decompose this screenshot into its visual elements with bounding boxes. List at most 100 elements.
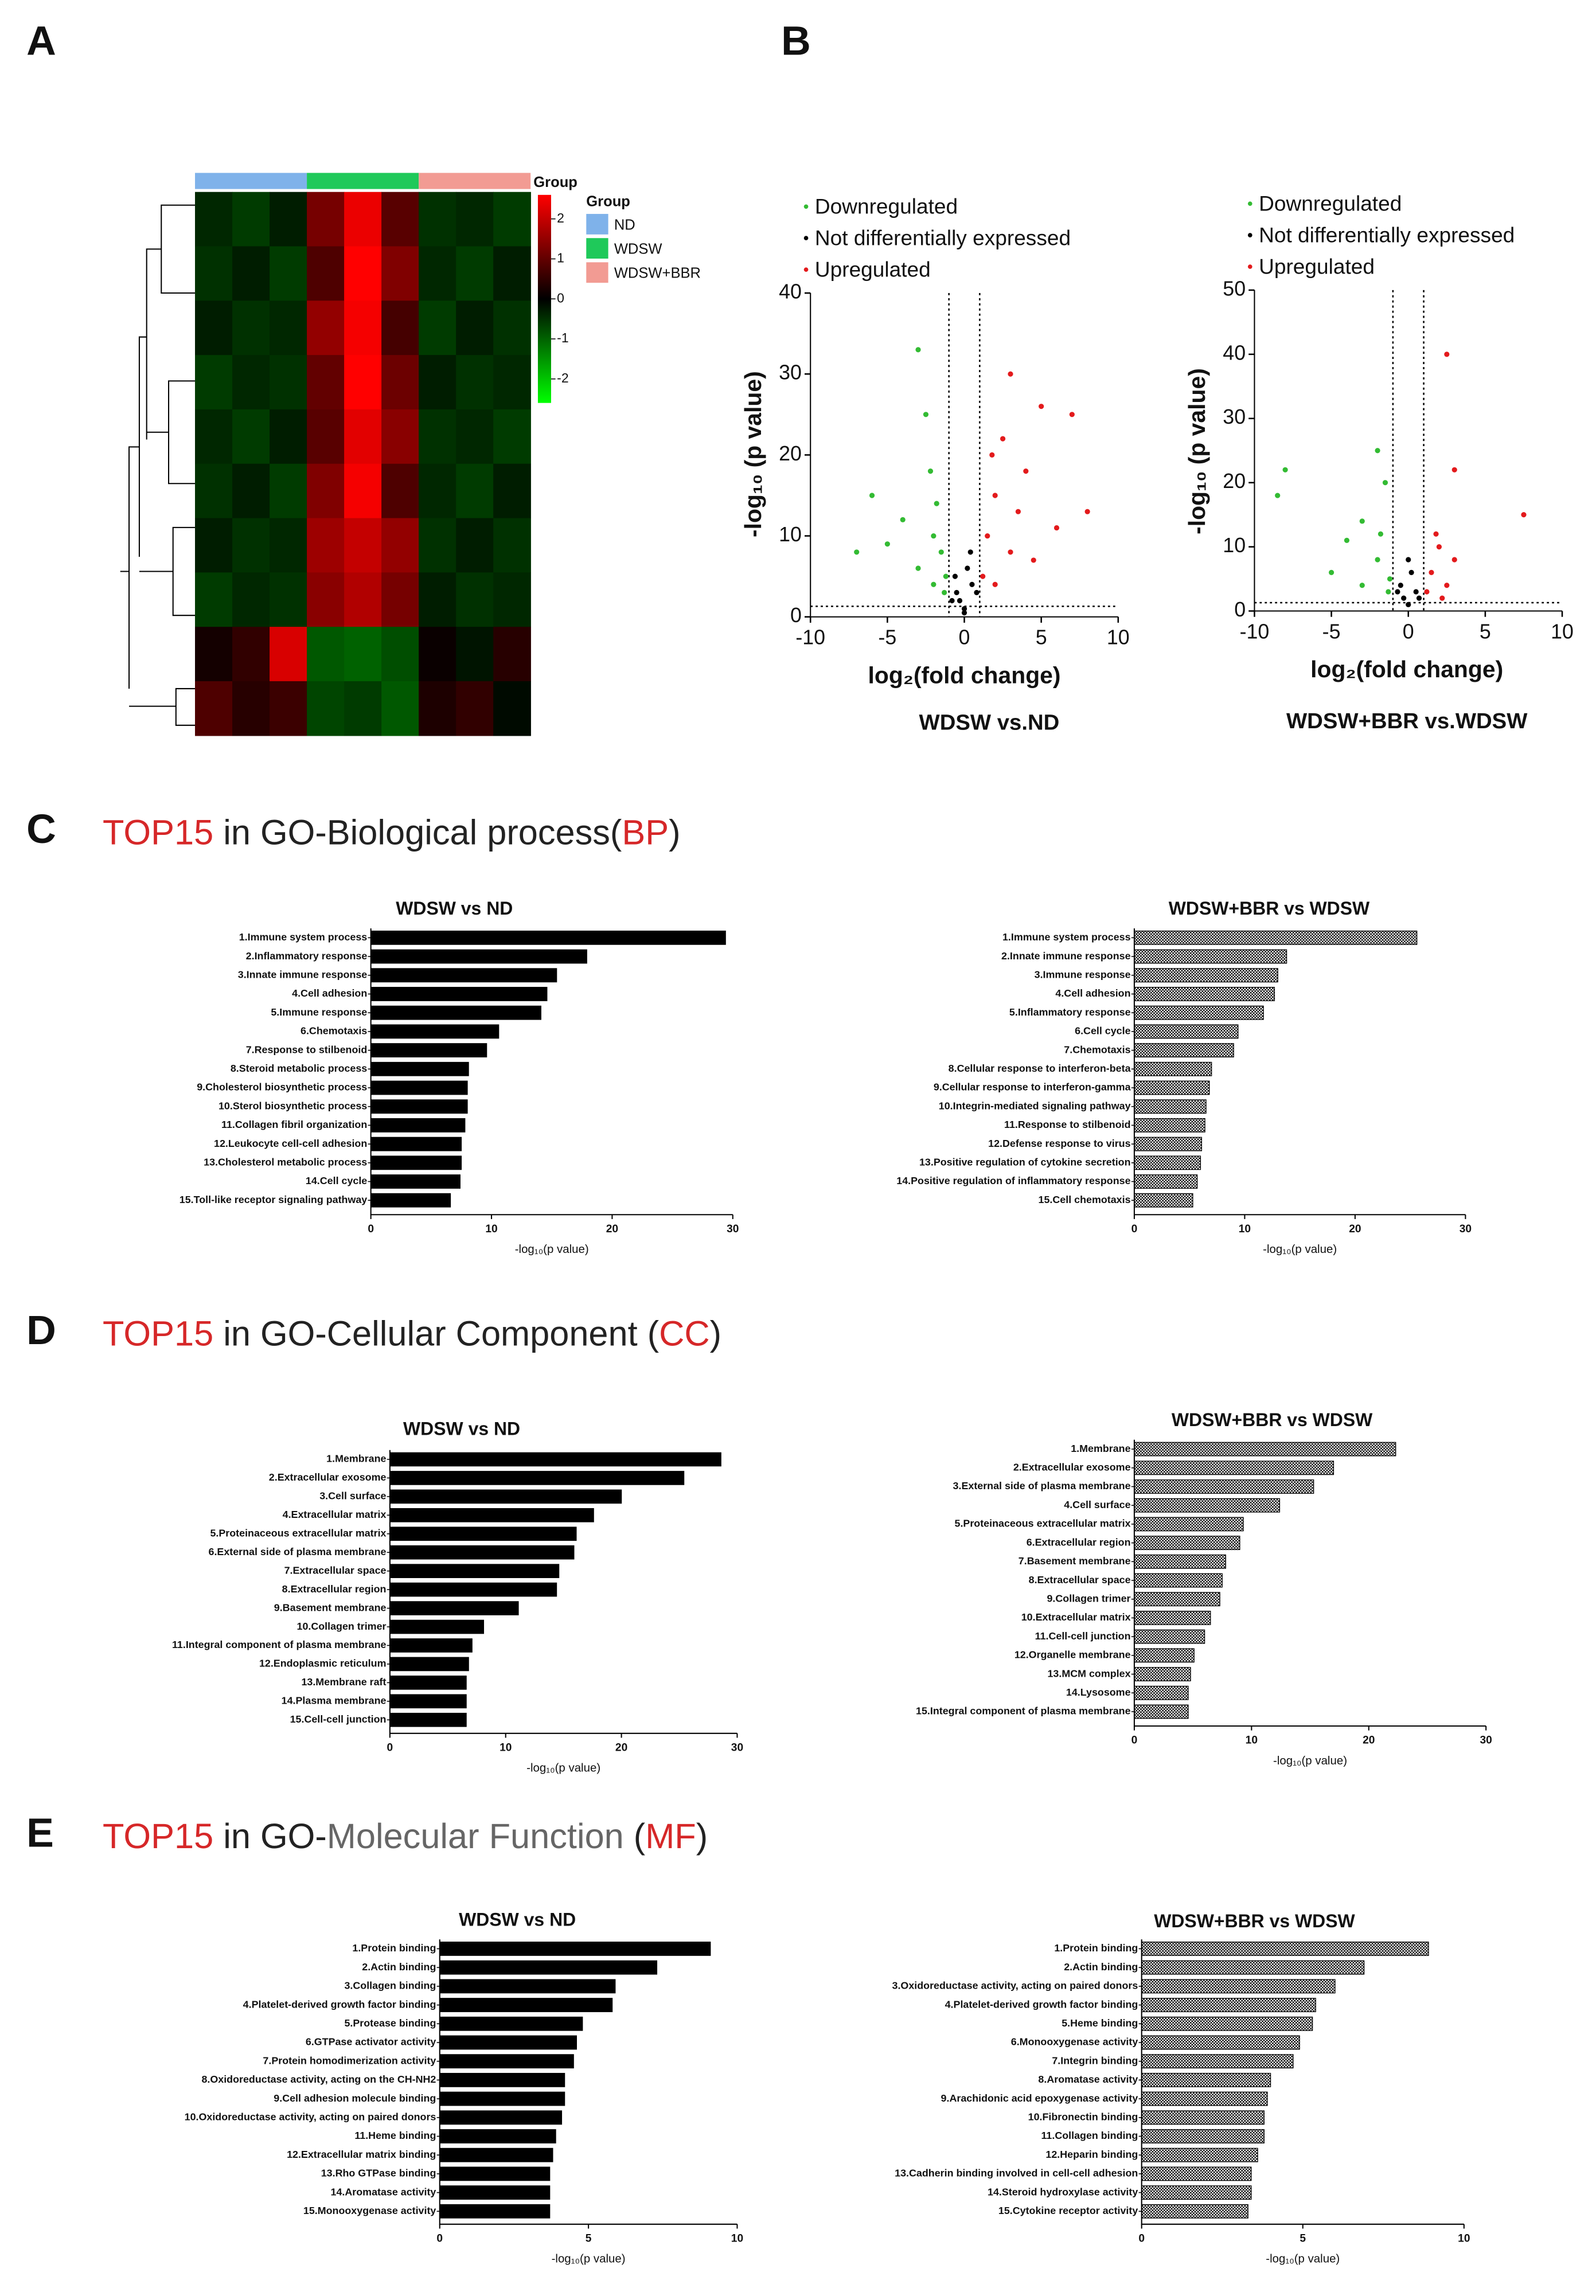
point bbox=[915, 565, 921, 571]
group-bar bbox=[419, 173, 531, 189]
point bbox=[1359, 518, 1365, 524]
point bbox=[1275, 493, 1281, 498]
heading-part: ) bbox=[669, 813, 680, 852]
heatmap-cell bbox=[493, 246, 531, 302]
heatmap-cell bbox=[307, 627, 345, 682]
point bbox=[1406, 602, 1411, 607]
heatmap-cell bbox=[307, 355, 345, 410]
legend-dot bbox=[1247, 264, 1252, 269]
group-legend-swatch bbox=[586, 238, 608, 259]
bar bbox=[370, 930, 726, 945]
x-tick-label: -5 bbox=[878, 626, 896, 649]
heatmap-cell bbox=[270, 463, 307, 519]
panel-letter: E bbox=[26, 1810, 54, 1856]
x-tick-label: 10 bbox=[485, 1223, 497, 1235]
category-label: 15.Monooxygenase activity bbox=[303, 2205, 436, 2216]
group-legend-swatch bbox=[586, 214, 608, 235]
heatmap-cell bbox=[381, 627, 419, 682]
bar bbox=[1134, 1193, 1193, 1208]
bar bbox=[370, 1174, 461, 1189]
category-label: 9.Cholesterol biosynthetic process bbox=[197, 1081, 367, 1093]
x-axis-label: -log₁₀(p value) bbox=[1273, 1754, 1347, 1767]
bar-chart: WDSW+BBR vs WDSW 1.Immune system process 2… bbox=[896, 898, 1472, 1256]
heading-part: TOP15 bbox=[103, 1314, 213, 1353]
bar-chart: WDSW vs ND 1.Protein binding 2.Actin bindi… bbox=[185, 1909, 743, 2265]
point bbox=[934, 501, 939, 506]
heatmap-cell bbox=[456, 246, 494, 302]
point bbox=[992, 581, 998, 587]
y-tick-label: 20 bbox=[779, 442, 802, 465]
x-tick-label: 10 bbox=[1458, 2232, 1470, 2244]
bar bbox=[439, 2091, 565, 2106]
x-axis-label: log₂(fold change) bbox=[868, 662, 1060, 688]
volcano-plot: -10 -5 0 5 10 0 10 20 30 40 50 Downregulated Not dif… bbox=[1184, 192, 1574, 733]
category-label: 15.Cytokine receptor activity bbox=[998, 2205, 1138, 2216]
bar bbox=[1141, 2110, 1265, 2125]
chart-title: WDSW+BBR vs.WDSW bbox=[1286, 709, 1528, 733]
point bbox=[1429, 569, 1434, 575]
bar bbox=[1141, 1960, 1365, 1975]
x-tick-label: 20 bbox=[606, 1223, 618, 1235]
heatmap-cell bbox=[270, 627, 307, 682]
category-label: 3.External side of plasma membrane bbox=[953, 1480, 1131, 1491]
group-legend-label: WDSW bbox=[614, 241, 663, 257]
point bbox=[942, 589, 947, 595]
bar bbox=[1134, 1043, 1234, 1057]
section-heading: TOP15 in GO-Cellular Component (CC) bbox=[103, 1314, 721, 1353]
heading-part: in GO- bbox=[213, 1816, 327, 1856]
category-label: 15.Cell chemotaxis bbox=[1039, 1194, 1131, 1205]
chart-title: WDSW vs ND bbox=[396, 898, 513, 919]
point bbox=[1378, 531, 1384, 537]
x-tick-label: 10 bbox=[731, 2232, 743, 2244]
bar bbox=[1134, 1118, 1205, 1133]
bar bbox=[1134, 1061, 1212, 1076]
heatmap-cell bbox=[493, 681, 531, 736]
bar bbox=[370, 1137, 462, 1151]
category-label: 5.Inflammatory response bbox=[1009, 1006, 1131, 1018]
heatmap-cell bbox=[493, 518, 531, 573]
bar bbox=[1134, 930, 1418, 945]
x-tick-label: 5 bbox=[1036, 626, 1047, 649]
legend-dot bbox=[1247, 233, 1252, 237]
category-label: 11.Collagen fibril organization bbox=[221, 1119, 367, 1130]
bar bbox=[370, 987, 548, 1001]
category-label: 4.Cell adhesion bbox=[1055, 987, 1130, 999]
x-axis-label: log₂(fold change) bbox=[1310, 656, 1503, 682]
heatmap-cell bbox=[344, 246, 382, 302]
point bbox=[1015, 509, 1021, 514]
y-axis-label: -log₁₀ (p value) bbox=[1184, 368, 1210, 534]
heatmap-cell bbox=[456, 300, 494, 356]
heatmap-cell bbox=[232, 681, 270, 736]
heatmap-cell bbox=[419, 355, 456, 410]
heatmap-cell bbox=[232, 409, 270, 464]
bar bbox=[439, 2147, 553, 2162]
bar bbox=[370, 1080, 468, 1095]
point bbox=[1433, 531, 1439, 537]
heatmap-cell bbox=[419, 463, 456, 519]
x-tick-label: 0 bbox=[387, 1741, 393, 1754]
heatmap-cell bbox=[195, 192, 233, 247]
category-label: 14.Steroid hydroxylase activity bbox=[988, 2186, 1138, 2197]
bar bbox=[1141, 2035, 1300, 2050]
category-label: 7.Chemotaxis bbox=[1064, 1044, 1130, 1055]
bar bbox=[1134, 1461, 1334, 1475]
bar bbox=[1141, 2147, 1258, 2162]
bar bbox=[1134, 1137, 1202, 1151]
bar bbox=[389, 1564, 560, 1579]
x-axis-label: -log₁₀(p value) bbox=[1266, 2252, 1340, 2266]
category-label: 15.Toll-like receptor signaling pathway bbox=[179, 1194, 368, 1205]
heatmap-cell bbox=[307, 300, 345, 356]
bar bbox=[1134, 1536, 1240, 1551]
bar bbox=[1134, 1442, 1396, 1457]
bar bbox=[1134, 1174, 1198, 1189]
bar bbox=[1134, 1479, 1314, 1494]
heatmap-cell bbox=[419, 681, 456, 736]
bar bbox=[1141, 2054, 1294, 2069]
group-bar bbox=[195, 173, 307, 189]
category-label: 7.Protein homodimerization activity bbox=[263, 2055, 436, 2066]
point bbox=[931, 533, 936, 539]
category-label: 11.Collagen binding bbox=[1041, 2130, 1138, 2141]
heatmap-cell bbox=[195, 572, 233, 627]
bar bbox=[1134, 1024, 1239, 1039]
point bbox=[943, 573, 949, 579]
